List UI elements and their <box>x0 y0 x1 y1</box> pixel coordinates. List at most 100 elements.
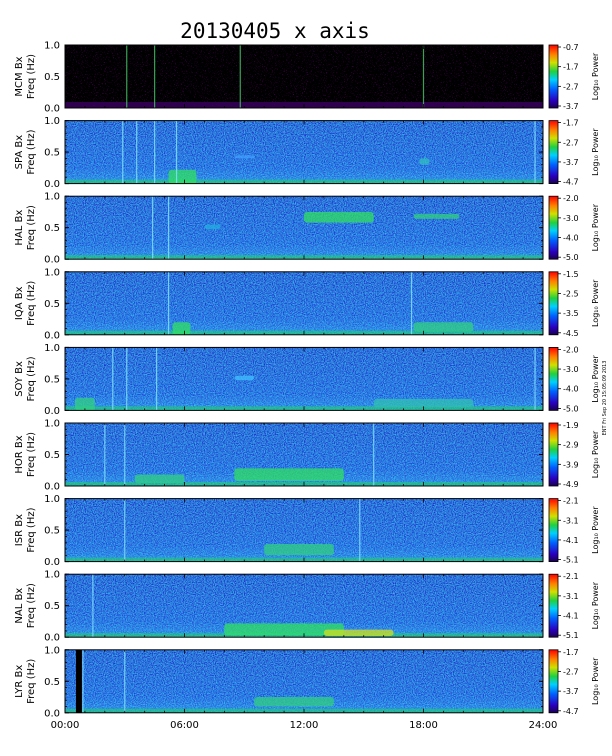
y-axis-label: Freq (Hz) <box>26 205 37 250</box>
colorbar-tick-label: -3.1 <box>563 516 579 525</box>
y-tick-label: 0.0 <box>44 104 60 115</box>
colorbar-tick-label: -5.0 <box>563 404 579 413</box>
station-label: ISR Bx <box>14 514 25 546</box>
colorbar-tick-label: -5.1 <box>563 556 579 565</box>
panel-lyr: 0.0 0.5 1.0 LYR Bx Freq (Hz) -1.7 -2.7 -3.7 -4.7… <box>14 645 600 719</box>
colorbar-tick-label: -2.1 <box>563 497 579 506</box>
colorbar-tick-label: -2.7 <box>563 138 579 147</box>
station-label: SPA Bx <box>14 135 25 170</box>
station-label: HAL Bx <box>14 210 25 246</box>
colorbar-tick-label: -3.9 <box>563 460 579 469</box>
station-label: SOY Bx <box>14 361 25 397</box>
chart-title: 20130405 x axis <box>180 19 370 43</box>
emission-band <box>323 629 394 636</box>
emission-band <box>172 322 191 335</box>
y-tick-label: 0.0 <box>44 708 60 719</box>
colorbar-tick-label: -1.7 <box>563 63 579 72</box>
panel-mcm: 0.0 0.5 1.0 MCM Bx Freq (Hz) -0.7 -1.7 -2.7 -3.7… <box>14 41 600 115</box>
colorbar <box>548 44 559 109</box>
y-tick-label: 0.5 <box>44 72 60 83</box>
colorbar-tick-label: -2.5 <box>563 289 579 298</box>
y-tick-label: 0.0 <box>44 482 60 493</box>
colorbar-tick-label: -3.7 <box>563 687 579 696</box>
y-tick-label: 0.0 <box>44 633 60 644</box>
y-axis-label: Freq (Hz) <box>26 583 37 628</box>
x-tick-label: 18:00 <box>409 720 438 731</box>
colorbar-tick-label: -1.9 <box>563 421 579 430</box>
y-tick-label: 0.0 <box>44 406 60 417</box>
colorbar-tick-label: -3.0 <box>563 365 579 374</box>
colorbar-tick-label: -4.9 <box>563 480 579 489</box>
x-tick-label: 24:00 <box>529 720 558 731</box>
colorbar-tick-label: -1.7 <box>563 119 579 128</box>
y-axis-label: Freq (Hz) <box>26 659 37 704</box>
emission-band <box>74 397 95 411</box>
y-tick-label: 1.0 <box>44 419 60 430</box>
panel-soy: 0.0 0.5 1.0 SOY Bx Freq (Hz) -2.0 -3.0 -4.0 -5.0… <box>14 343 600 417</box>
colorbar <box>548 271 559 336</box>
y-tick-label: 0.5 <box>44 601 60 612</box>
colorbar-label: Log₁₀ Power <box>591 279 600 327</box>
panel-hal: 0.0 0.5 1.0 HAL Bx Freq (Hz) -2.0 -3.0 -4.0 -5.0… <box>14 192 600 266</box>
x-tick-label: 00:00 <box>51 720 80 731</box>
x-tick-label: 06:00 <box>170 720 199 731</box>
colorbar <box>548 498 559 563</box>
y-tick-label: 0.5 <box>44 299 60 310</box>
colorbar-tick-label: -4.7 <box>563 707 579 716</box>
spectrogram-area <box>65 45 543 108</box>
y-axis-label: Freq (Hz) <box>26 281 37 326</box>
data-gap <box>75 649 82 713</box>
station-label: LYR Bx <box>14 665 25 698</box>
spectrogram-area <box>65 120 543 184</box>
emission-band <box>234 155 255 159</box>
y-tick-label: 1.0 <box>44 192 60 203</box>
y-tick-label: 1.0 <box>44 41 60 52</box>
emission-band <box>413 322 474 332</box>
emission-band <box>234 468 344 481</box>
colorbar-label: Log₁₀ Power <box>591 128 600 176</box>
y-tick-label: 0.5 <box>44 223 60 234</box>
colorbar-tick-label: -2.0 <box>563 194 579 203</box>
station-label: IQA Bx <box>14 286 25 320</box>
y-tick-label: 1.0 <box>44 645 60 656</box>
emission-band <box>264 543 334 556</box>
colorbar <box>548 422 559 487</box>
colorbar <box>548 573 559 638</box>
station-label: HOR Bx <box>14 435 25 473</box>
colorbar-tick-label: -2.7 <box>563 667 579 676</box>
y-tick-label: 0.0 <box>44 255 60 266</box>
colorbar-tick-label: -4.7 <box>563 178 579 187</box>
colorbar-tick-label: -2.7 <box>563 82 579 91</box>
y-tick-label: 0.0 <box>44 330 60 341</box>
y-axis-label: Freq (Hz) <box>26 356 37 401</box>
y-axis-label: Freq (Hz) <box>26 432 37 477</box>
colorbar-tick-label: -4.0 <box>563 385 579 394</box>
panel-isr: 0.0 0.5 1.0 ISR Bx Freq (Hz) -2.1 -3.1 -4.1 -5.1… <box>14 494 600 568</box>
colorbar-tick-label: -2.9 <box>563 441 579 450</box>
y-tick-label: 1.0 <box>44 570 60 581</box>
colorbar-label: Log₁₀ Power <box>591 506 600 554</box>
y-tick-label: 0.0 <box>44 179 60 190</box>
y-axis-label: Freq (Hz) <box>26 507 37 552</box>
colorbar <box>548 649 559 714</box>
colorbar-tick-label: -4.5 <box>563 329 579 338</box>
colorbar-label: Log₁₀ Power <box>591 581 600 629</box>
emission-band <box>254 697 334 707</box>
panel-iqa: 0.0 0.5 1.0 IQA Bx Freq (Hz) -1.5 -2.5 -3.5 -4.5… <box>14 267 600 341</box>
colorbar-tick-label: -4.1 <box>563 612 579 621</box>
colorbar-label: Log₁₀ Power <box>591 52 600 100</box>
y-tick-label: 0.5 <box>44 677 60 688</box>
colorbar <box>548 346 559 411</box>
emission-band <box>304 211 374 223</box>
colorbar <box>548 120 559 184</box>
colorbar-tick-label: -5.1 <box>563 631 579 640</box>
x-axis: 00:00 06:00 12:00 18:00 24:00 <box>51 720 558 731</box>
panel-hor: 0.0 0.5 1.0 HOR Bx Freq (Hz) -1.9 -2.9 -3.9 -4.9… <box>14 419 600 493</box>
colorbar-tick-label: -1.7 <box>563 648 579 657</box>
y-tick-label: 0.5 <box>44 526 60 537</box>
panel-nal: 0.0 0.5 1.0 NAL Bx Freq (Hz) -2.1 -3.1 -4.1 -5.1… <box>14 570 600 644</box>
colorbar-tick-label: -5.0 <box>563 253 579 262</box>
colorbar <box>548 195 559 260</box>
colorbar-label: Log₁₀ Power <box>591 430 600 478</box>
x-tick-label: 12:00 <box>290 720 319 731</box>
